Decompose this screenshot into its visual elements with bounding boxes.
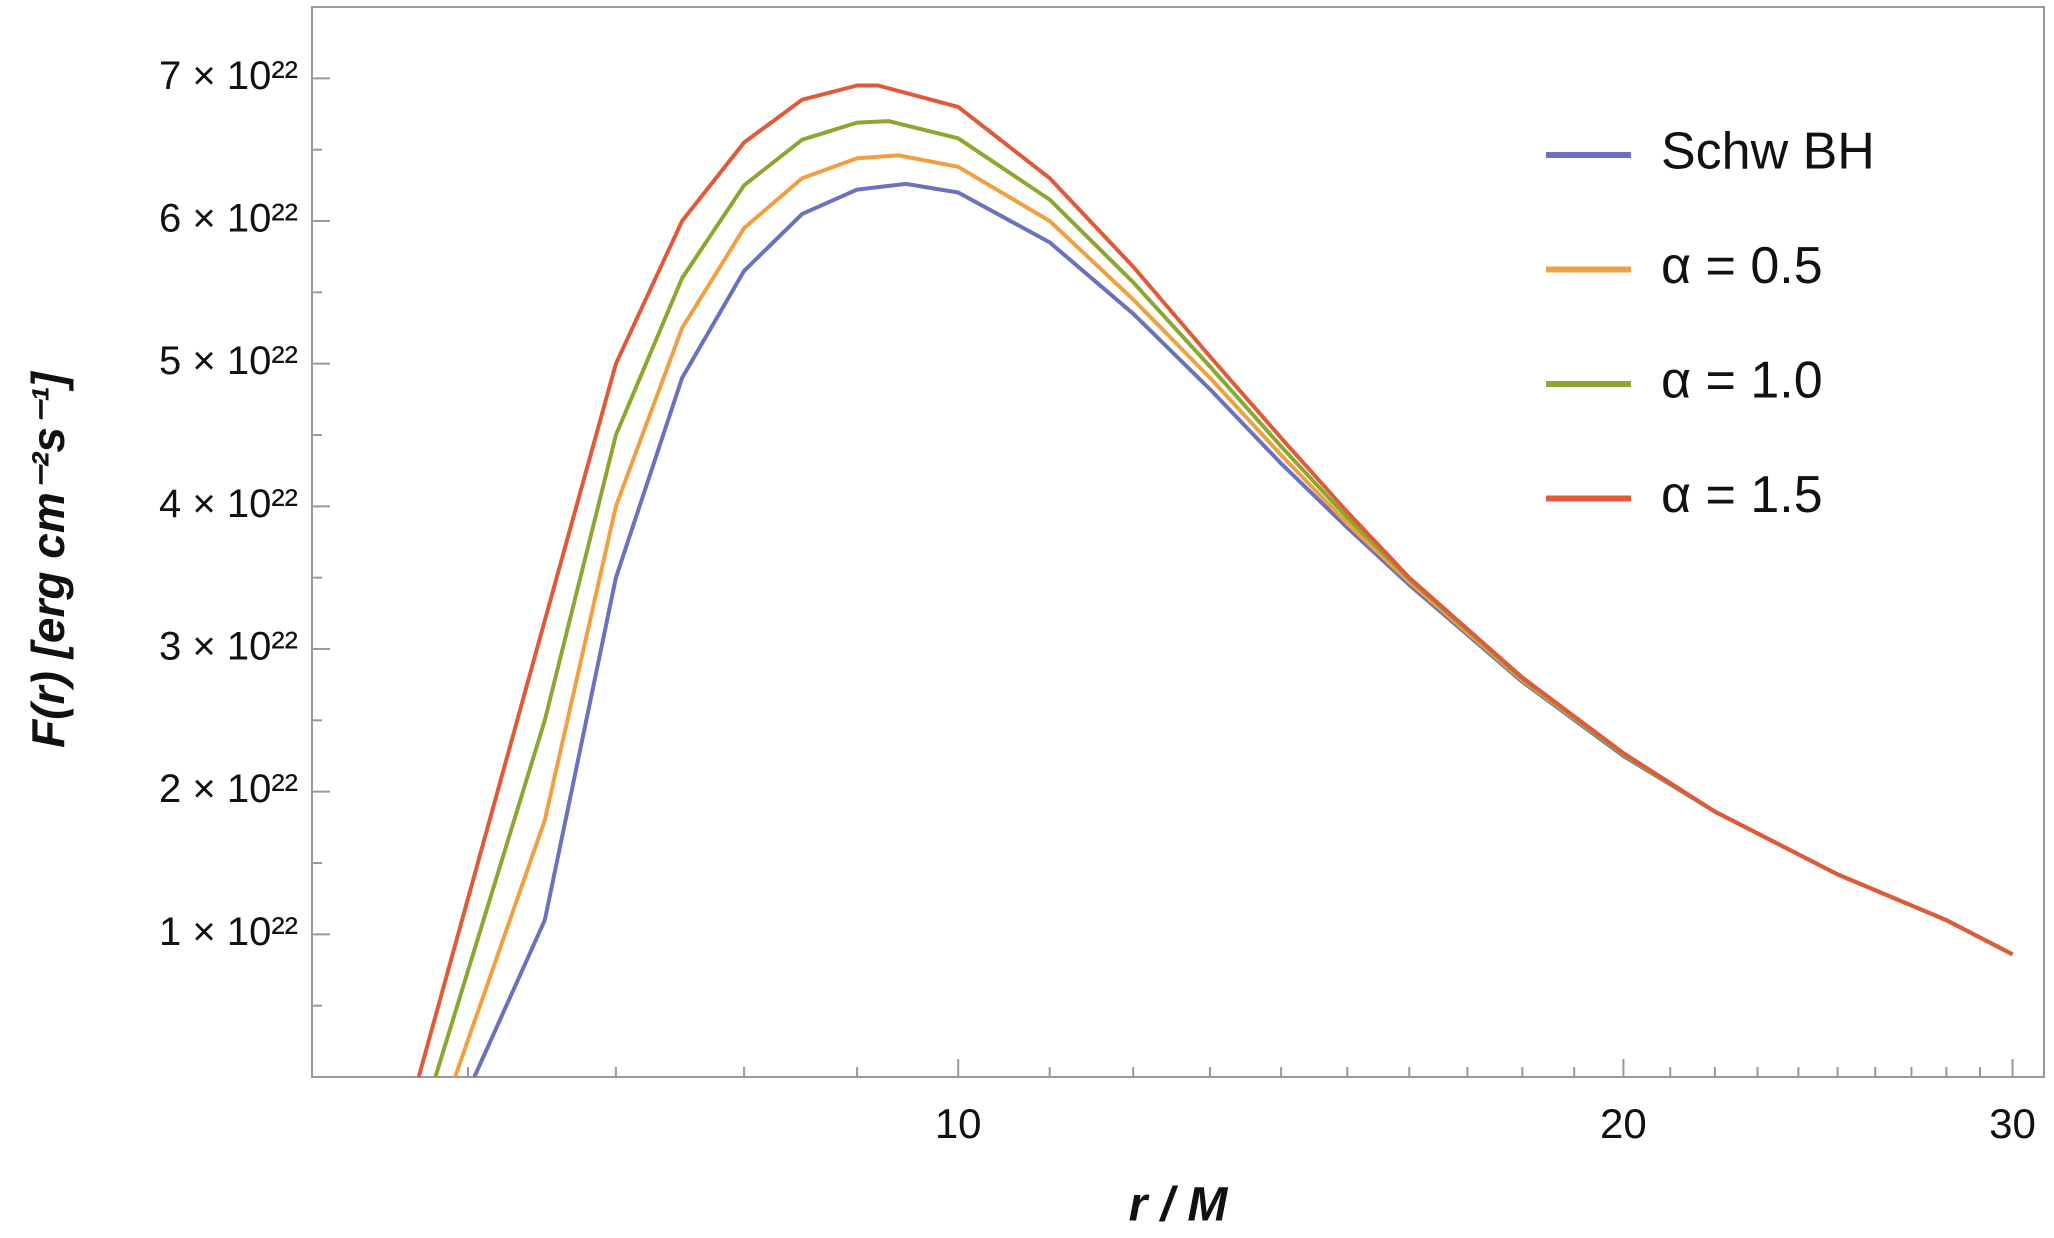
plot-frame xyxy=(311,6,2045,1078)
y-tick-label: 5 × 10²² xyxy=(159,339,298,383)
y-tick-label: 4 × 10²² xyxy=(159,482,298,526)
legend-label: α = 1.5 xyxy=(1661,466,1823,524)
y-tick-label: 6 × 10²² xyxy=(159,197,298,241)
legend-label: Schw BH xyxy=(1661,123,1875,181)
legend-label: α = 1.0 xyxy=(1661,352,1823,410)
x-tick-label: 30 xyxy=(1989,1100,2036,1147)
x-axis-label: r / M xyxy=(1129,1179,1229,1232)
y-tick-label: 3 × 10²² xyxy=(159,625,298,669)
y-axis-label: F(r) [erg cm⁻²s⁻¹] xyxy=(22,370,74,747)
y-tick-label: 1 × 10²² xyxy=(159,910,298,954)
y-tick-label: 7 × 10²² xyxy=(159,54,298,98)
series-line xyxy=(472,181,2014,1078)
legend-label: α = 0.5 xyxy=(1661,237,1823,295)
x-tick-label: 20 xyxy=(1600,1100,1647,1147)
series-line xyxy=(416,83,2014,1078)
y-tick-label: 2 × 10²² xyxy=(159,767,298,811)
x-tick-label: 10 xyxy=(935,1100,982,1147)
